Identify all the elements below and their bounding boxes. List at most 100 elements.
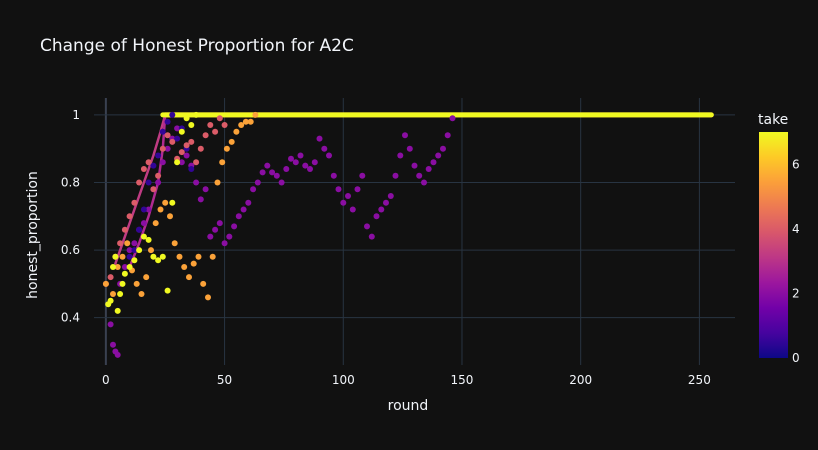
y-tick-label: 0.8	[61, 175, 80, 189]
scatter-point	[110, 264, 116, 270]
scatter-point	[197, 196, 204, 203]
scatter-point	[212, 226, 219, 233]
scatter-point	[159, 253, 166, 260]
scatter-point	[164, 145, 171, 152]
scatter-point	[136, 226, 143, 233]
scatter-point	[326, 152, 332, 159]
scatter-point	[155, 152, 162, 159]
scatter-point	[155, 179, 162, 186]
y-tick-label: 1	[72, 108, 80, 122]
scatter-point	[240, 206, 247, 213]
scatter-point	[449, 115, 456, 122]
scatter-point	[435, 152, 442, 159]
scatter-point	[126, 264, 133, 270]
scatter-point	[359, 172, 366, 179]
scatter-point	[288, 155, 294, 162]
scatter-point	[235, 213, 242, 220]
scatter-point	[202, 186, 209, 193]
scatter-point	[121, 264, 128, 270]
scatter-point	[176, 253, 183, 260]
colorbar-tick-labels: 0 2 4 6	[792, 157, 800, 365]
scatter-point	[121, 270, 128, 277]
scatter-point	[131, 247, 138, 254]
scatter-point	[209, 253, 216, 260]
scatter-point	[157, 206, 164, 213]
scatter-point	[164, 132, 171, 139]
scatter-point	[150, 186, 157, 193]
scatter-point	[368, 233, 375, 240]
scatter-point	[186, 274, 192, 281]
scatter-point	[252, 111, 259, 118]
scatter-point	[216, 220, 223, 227]
scatter-point	[133, 280, 140, 287]
scatter-point	[269, 169, 276, 176]
y-tick-labels: 0.4 0.6 0.8 1	[61, 108, 80, 325]
scatter-point	[364, 223, 370, 230]
scatter-point	[316, 135, 323, 142]
x-axis-title: round	[388, 398, 429, 414]
scatter-point	[397, 152, 404, 159]
scatter-point	[321, 145, 328, 152]
scatter-point	[183, 152, 190, 159]
scatter-point	[178, 128, 185, 135]
scatter-point	[378, 206, 385, 213]
y-tick-label: 0.4	[61, 311, 80, 325]
scatter-point	[183, 115, 190, 122]
scatter-point	[264, 162, 271, 169]
scatter-point	[126, 247, 133, 254]
scatter-point	[155, 257, 162, 264]
scatter-point	[178, 149, 185, 156]
scatter-point	[307, 166, 313, 172]
scatter-point	[383, 199, 389, 206]
scatter-point	[188, 138, 195, 145]
scatter-point	[126, 213, 133, 220]
x-tick-label: 250	[688, 373, 711, 387]
scatter-point	[140, 233, 147, 240]
grid	[94, 98, 735, 365]
scatter-point	[354, 186, 361, 193]
colorbar	[759, 132, 788, 358]
scatter-point	[297, 152, 304, 159]
scatter-point	[162, 199, 169, 206]
scatter-point	[167, 213, 173, 220]
scatter-point	[221, 122, 228, 128]
scatter-point	[131, 257, 138, 264]
scatter-point	[136, 247, 143, 254]
scatter-point	[202, 132, 209, 139]
scatter-point	[193, 179, 200, 186]
scatter-point	[402, 132, 408, 139]
scatter-point	[205, 294, 211, 301]
scatter-point	[169, 111, 176, 118]
scatter-point	[340, 199, 347, 206]
colorbar-title: take	[758, 112, 788, 128]
scatter-point	[242, 118, 249, 125]
scatter-point	[335, 186, 342, 193]
scatter-point	[145, 159, 152, 166]
scatter-point	[174, 159, 181, 166]
scatter-point	[430, 159, 437, 166]
colorbar-tick-label: 0	[792, 351, 800, 365]
scatter-point	[250, 186, 257, 193]
scatter-point	[140, 166, 147, 172]
scatter-point	[214, 179, 221, 186]
scatter-point	[406, 145, 413, 152]
scatter-point	[159, 159, 166, 166]
scatter-point	[110, 341, 116, 348]
scatter-point	[207, 233, 214, 240]
scatter-point	[119, 280, 126, 287]
scatter-point	[421, 179, 427, 186]
scatter-point	[107, 321, 114, 328]
scatter-point	[150, 253, 157, 260]
scatter-point	[212, 128, 219, 135]
scatter-point	[131, 240, 138, 247]
x-tick-label: 200	[569, 373, 592, 387]
scatter-point	[349, 206, 356, 213]
scatter-point	[140, 206, 147, 213]
scatter-point	[197, 145, 204, 152]
colorbar-tick-label: 6	[792, 157, 800, 171]
scatter-point	[411, 162, 418, 169]
scatter-point	[373, 213, 380, 220]
scatter-point	[140, 220, 147, 227]
chart-title: Change of Honest Proportion for A2C	[40, 36, 354, 56]
